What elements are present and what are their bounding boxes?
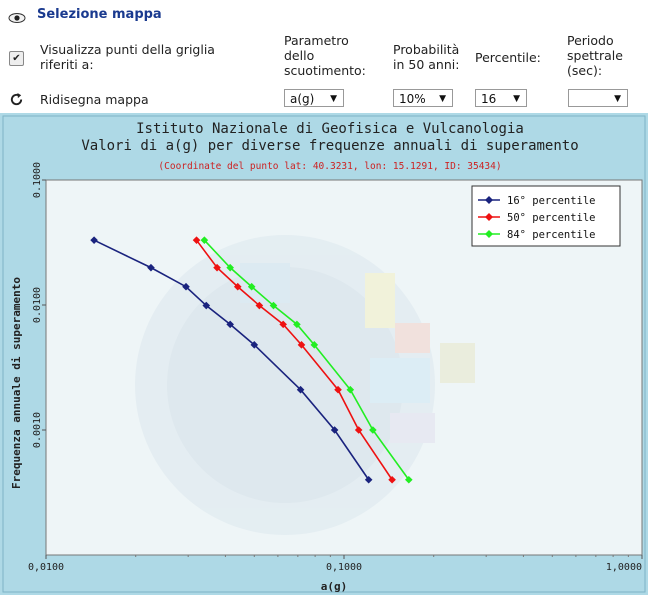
period-label: Periodo spettrale (sec): — [567, 33, 623, 78]
show-points-label-line2: riferiti a: — [40, 57, 94, 72]
data-point — [346, 385, 355, 394]
percentile-select-value: 16 — [481, 92, 497, 106]
x-tick-label: 0,0100 — [28, 562, 64, 573]
redraw-icon[interactable] — [9, 92, 24, 107]
legend-marker — [485, 230, 493, 238]
param-select[interactable]: a(g) ▼ — [284, 89, 344, 107]
data-point — [334, 385, 342, 394]
param-label-line2: dello — [284, 48, 315, 63]
y-tick-label: 0.0100 — [32, 287, 43, 323]
legend-label: 16° percentile — [507, 195, 596, 207]
data-point — [226, 320, 234, 329]
legend-label: 50° percentile — [507, 212, 596, 224]
chart-svg: Istituto Nazionale di Geofisica e Vulcan… — [0, 113, 648, 595]
param-label: Parametro dello scuotimento: — [284, 33, 366, 78]
data-point — [296, 385, 305, 394]
chevron-down-icon: ▼ — [513, 94, 520, 104]
chevron-down-icon: ▼ — [439, 94, 446, 104]
prob-label-line2: in 50 anni: — [393, 57, 460, 72]
series-layer — [90, 236, 413, 484]
percentile-label: Percentile: — [475, 50, 541, 65]
axis-ticks: 0,0100 0,1000 1,0000 0.1000 0.0100 0.0010 — [28, 162, 643, 573]
param-select-value: a(g) — [290, 92, 315, 106]
chart-caption: (Coordinate del punto lat: 40.3231, lon:… — [158, 161, 501, 172]
period-label-line1: Periodo — [567, 33, 614, 48]
section-title: Selezione mappa — [37, 7, 162, 22]
chart-border — [2, 115, 646, 593]
data-point — [364, 475, 373, 484]
legend-box — [471, 185, 621, 247]
data-point — [192, 236, 201, 244]
data-point — [200, 236, 209, 244]
y-axis-label: Frequenza annuale di superamento — [10, 277, 23, 489]
data-point — [369, 426, 377, 434]
data-point — [269, 301, 278, 310]
probability-select-value: 10% — [399, 92, 426, 106]
data-point — [226, 263, 234, 272]
legend-items: 16° percentile 50° percentile 84° percenti… — [478, 195, 596, 241]
data-point — [405, 475, 413, 484]
data-point — [388, 475, 396, 484]
legend-marker — [485, 213, 493, 221]
data-point — [293, 320, 301, 329]
chart-subtitle: Valori di a(g) per diverse frequenze ann… — [81, 138, 578, 154]
show-points-label-line1: Visualizza punti della griglia — [40, 42, 215, 57]
data-point — [330, 426, 339, 434]
param-label-line1: Parametro — [284, 33, 349, 48]
period-label-line2: spettrale — [567, 48, 623, 63]
percentile-select[interactable]: 16 ▼ — [475, 89, 527, 107]
hazard-curve-chart: Istituto Nazionale di Geofisica e Vulcan… — [0, 113, 648, 595]
data-point — [310, 341, 319, 349]
map-selection-panel: Selezione mappa ✔ Visualizza punti della… — [0, 0, 648, 113]
period-label-line3: (sec): — [567, 63, 603, 78]
data-point — [202, 301, 211, 310]
probability-select[interactable]: 10% ▼ — [393, 89, 453, 107]
x-tick-label: 1,0000 — [606, 562, 642, 573]
eye-icon[interactable] — [8, 12, 26, 24]
y-tick-label: 0.1000 — [32, 162, 43, 198]
data-point — [147, 263, 155, 272]
data-point — [90, 236, 98, 244]
legend-label: 84° percentile — [507, 229, 596, 241]
prob-label: Probabilità in 50 anni: — [393, 42, 459, 72]
data-point — [233, 282, 242, 291]
data-point — [213, 263, 221, 272]
prob-label-line1: Probabilità — [393, 42, 460, 57]
param-label-line3: scuotimento: — [284, 63, 366, 78]
chevron-down-icon: ▼ — [614, 94, 621, 104]
data-point — [182, 282, 190, 291]
chevron-down-icon: ▼ — [330, 94, 337, 104]
data-point — [250, 341, 259, 349]
legend-marker — [485, 196, 493, 204]
data-point — [279, 320, 287, 329]
x-axis-label: a(g) — [321, 580, 348, 593]
chart-title: Istituto Nazionale di Geofisica e Vulcan… — [136, 121, 524, 137]
legend: 16° percentile 50° percentile 84° percenti… — [471, 185, 621, 247]
data-point — [297, 341, 306, 349]
period-select[interactable]: ▼ — [568, 89, 628, 107]
data-point — [354, 426, 363, 434]
data-point — [247, 282, 256, 291]
show-points-label: Visualizza punti della griglia riferiti … — [40, 42, 215, 72]
redraw-map-link[interactable]: Ridisegna mappa — [40, 92, 149, 107]
y-tick-label: 0.0010 — [32, 412, 43, 448]
data-point — [255, 301, 264, 310]
x-tick-label: 0,1000 — [326, 562, 362, 573]
show-points-checkbox[interactable]: ✔ — [9, 51, 24, 66]
